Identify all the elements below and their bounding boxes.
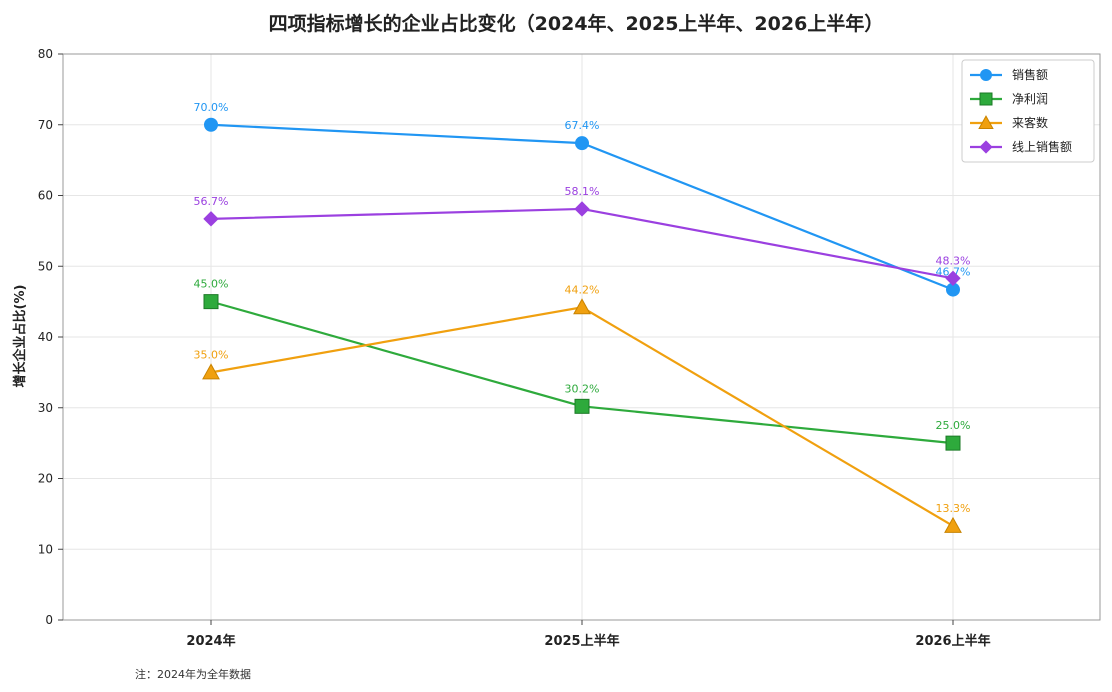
series-2: 35.0% 44.2% 13.3% <box>194 283 971 533</box>
data-point-1-0 <box>203 294 219 310</box>
series-group: 70.0%67.4%46.7%45.0%30.2%25.0%35.0%44.2%… <box>194 101 971 533</box>
data-label-1-0: 45.0% <box>194 278 229 291</box>
data-point-3-1 <box>574 201 590 217</box>
x-tick-labels: 2024年 2025上半年 2026上半年 <box>186 620 991 649</box>
data-point-0-1 <box>575 136 589 151</box>
data-point-2-0 <box>202 363 220 380</box>
y-tick-label-10: 10 <box>38 542 53 556</box>
legend-label-1: 净利润 <box>1012 92 1048 106</box>
data-label-1-2: 25.0% <box>936 419 971 432</box>
data-label-3-0: 56.7% <box>194 195 229 208</box>
data-label-3-1: 58.1% <box>565 185 600 198</box>
y-tick-label-80: 80 <box>38 47 53 61</box>
legend-marker-3 <box>979 140 993 154</box>
y-axis-label: 增长企业占比(%) <box>12 285 28 388</box>
legend-label-0: 销售额 <box>1012 67 1048 82</box>
legend-marker-0 <box>980 69 992 81</box>
data-label-1-1: 30.2% <box>565 382 600 395</box>
legend-label-2: 来客数 <box>1012 115 1048 130</box>
series-3: 56.7% 58.1% 48.3% <box>194 185 971 286</box>
data-point-2-2 <box>944 516 962 533</box>
data-point-3-0 <box>203 211 219 227</box>
x-tick-label-2: 2026上半年 <box>915 633 990 649</box>
data-point-1-2 <box>945 435 961 451</box>
x-tick-label-0: 2024年 <box>186 633 235 649</box>
data-point-2-1 <box>573 298 591 315</box>
data-point-3-2 <box>945 270 961 286</box>
series-0: 70.0%67.4%46.7% <box>194 101 970 297</box>
y-tick-label-60: 60 <box>38 189 53 203</box>
legend-marker-1 <box>979 92 993 106</box>
data-point-1-1 <box>574 398 590 414</box>
data-label-0-1: 67.4% <box>565 119 600 132</box>
data-label-2-0: 35.0% <box>194 348 229 361</box>
data-label-3-2: 48.3% <box>936 254 971 267</box>
legend-label-3: 线上销售额 <box>1012 139 1072 154</box>
data-point-0-2 <box>946 282 960 297</box>
data-point-0-0 <box>204 117 218 132</box>
y-tick-label-20: 20 <box>38 472 53 486</box>
y-tick-label-50: 50 <box>38 259 53 273</box>
y-tick-label-30: 30 <box>38 401 53 415</box>
data-label-2-2: 13.3% <box>936 502 971 515</box>
legend-marker-2 <box>978 115 994 130</box>
footnote: 注：2024年为全年数据 <box>135 667 251 681</box>
legend-box <box>961 59 1095 163</box>
data-label-2-1: 44.2% <box>565 283 600 296</box>
y-tick-label-40: 40 <box>38 330 53 344</box>
chart-title: 四项指标增长的企业占比变化（2024年、2025上半年、2026上半年） <box>269 12 884 35</box>
y-tick-label-0: 0 <box>45 613 53 627</box>
series-1: 45.0% 30.2% 25.0% <box>194 278 971 451</box>
y-tick-labels: 0 10 20 30 40 50 60 70 80 <box>38 47 63 627</box>
data-label-0-0: 70.0% <box>194 101 229 114</box>
x-tick-label-1: 2025上半年 <box>544 633 619 649</box>
y-tick-label-70: 70 <box>38 118 53 132</box>
